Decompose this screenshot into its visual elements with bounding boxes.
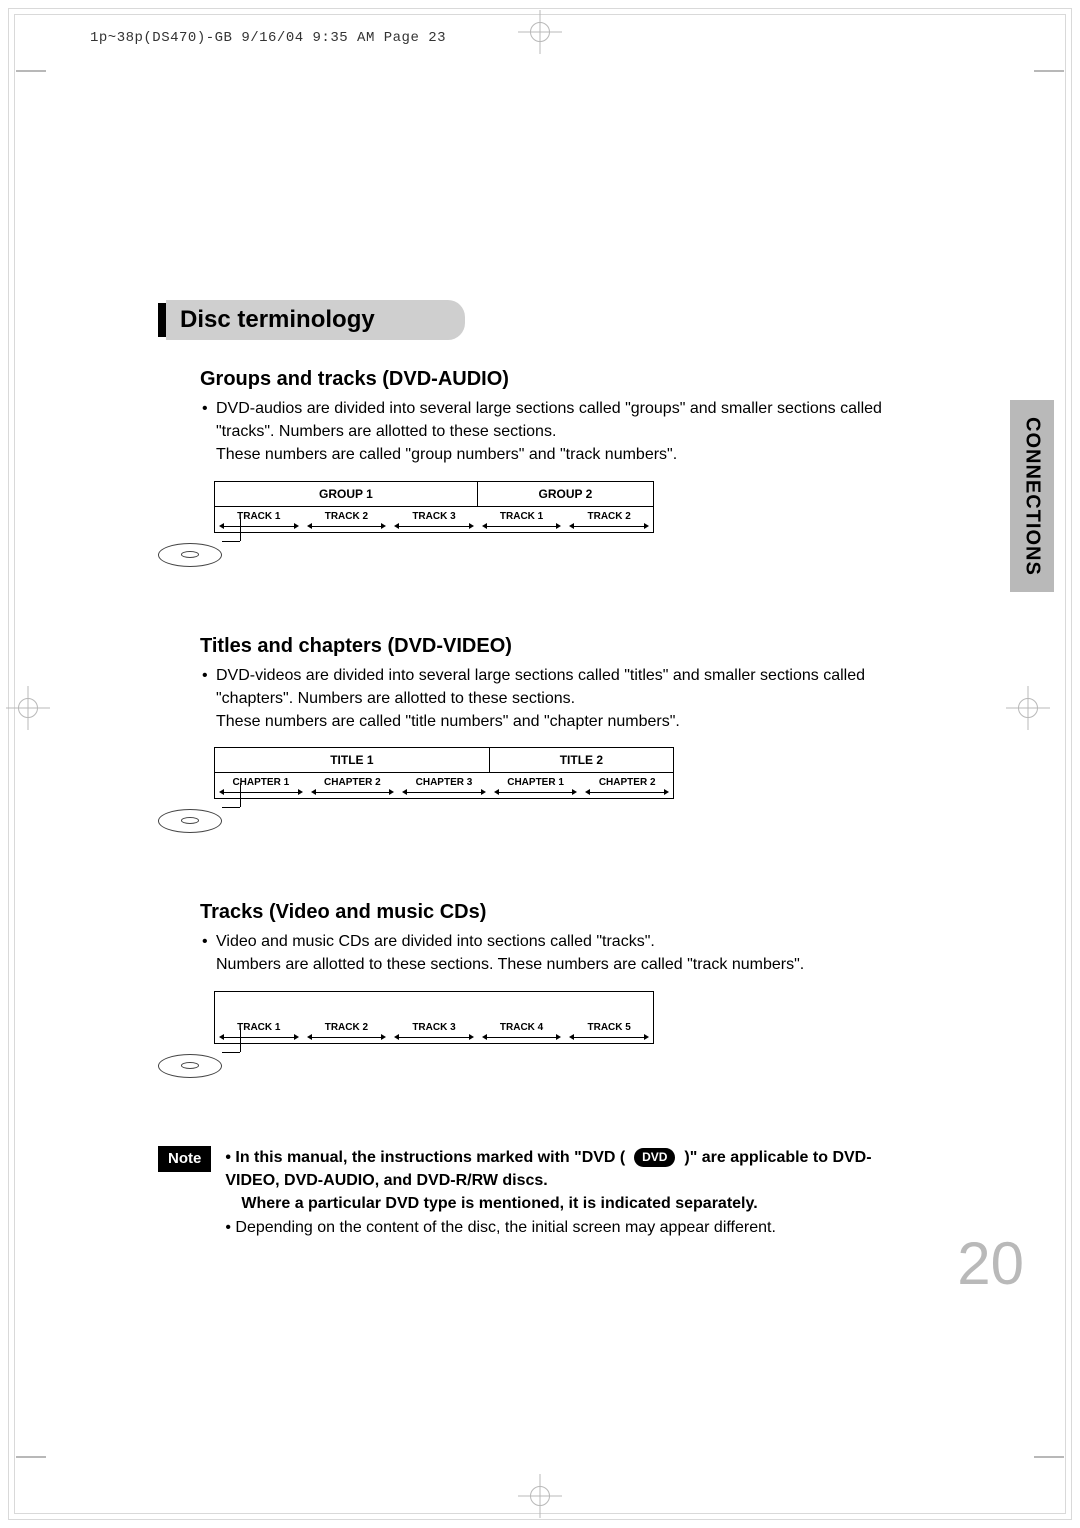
note-badge: Note xyxy=(158,1146,211,1172)
track-cell: TRACK 1 xyxy=(478,507,566,532)
note-text: In this manual, the instructions marked … xyxy=(235,1149,625,1166)
section-heading: Tracks (Video and music CDs) xyxy=(200,901,898,924)
section-heading: Groups and tracks (DVD-AUDIO) xyxy=(200,368,898,391)
registration-mark xyxy=(528,20,552,44)
crop-mark xyxy=(1034,70,1064,72)
disc-icon xyxy=(158,1052,222,1080)
track-cell: CHAPTER 2 xyxy=(307,773,399,798)
note-block: Note • In this manual, the instructions … xyxy=(158,1146,898,1238)
section: Titles and chapters (DVD-VIDEO) •DVD-vide… xyxy=(200,635,898,842)
disc-icon xyxy=(158,541,222,569)
diagram-table: GROUP 1GROUP 2TRACK 1TRACK 2TRACK 3TRACK… xyxy=(214,481,654,533)
disc-icon xyxy=(158,807,222,835)
registration-mark xyxy=(16,696,40,720)
registration-mark xyxy=(1016,696,1040,720)
section-body: •DVD-audios are divided into several lar… xyxy=(202,397,898,467)
section-tab-label: CONNECTIONS xyxy=(1021,417,1044,576)
section-body: •Video and music CDs are divided into se… xyxy=(202,930,898,976)
track-cell: CHAPTER 3 xyxy=(398,773,490,798)
dvd-pill: DVD xyxy=(634,1148,675,1167)
note-line: Where a particular DVD type is mentioned… xyxy=(241,1192,898,1215)
track-cell: TRACK 1 xyxy=(215,1018,303,1043)
group-header: GROUP 2 xyxy=(478,482,653,506)
section: Tracks (Video and music CDs) •Video and m… xyxy=(200,901,898,1085)
section-body: •DVD-videos are divided into several lar… xyxy=(202,664,898,734)
diagram: TRACK 1TRACK 2TRACK 3TRACK 4TRACK 5 xyxy=(170,991,898,1086)
print-header: 1p~38p(DS470)-GB 9/16/04 9:35 AM Page 23 xyxy=(90,30,446,46)
diagram-table: TITLE 1TITLE 2CHAPTER 1CHAPTER 2CHAPTER … xyxy=(214,747,674,799)
track-cell: CHAPTER 1 xyxy=(215,773,307,798)
diagram: GROUP 1GROUP 2TRACK 1TRACK 2TRACK 3TRACK… xyxy=(170,481,898,575)
section: Groups and tracks (DVD-AUDIO) •DVD-audios… xyxy=(200,368,898,575)
note-text: Depending on the content of the disc, th… xyxy=(235,1219,776,1236)
page-title: Disc terminology xyxy=(166,300,465,340)
note-line: • In this manual, the instructions marke… xyxy=(225,1146,898,1192)
crop-mark xyxy=(16,70,46,72)
diagram: TITLE 1TITLE 2CHAPTER 1CHAPTER 2CHAPTER … xyxy=(170,747,898,841)
track-cell: CHAPTER 2 xyxy=(581,773,673,798)
track-cell: TRACK 4 xyxy=(478,1018,566,1043)
section-heading: Titles and chapters (DVD-VIDEO) xyxy=(200,635,898,658)
track-cell: TRACK 3 xyxy=(390,1018,478,1043)
note-body: • In this manual, the instructions marke… xyxy=(225,1146,898,1238)
group-header: GROUP 1 xyxy=(215,482,478,506)
page: 1p~38p(DS470)-GB 9/16/04 9:35 AM Page 23… xyxy=(0,0,1080,1528)
track-cell: TRACK 5 xyxy=(565,1018,653,1043)
group-header: TITLE 1 xyxy=(215,748,490,772)
page-title-bar: Disc terminology xyxy=(158,300,898,340)
crop-mark xyxy=(1034,1456,1064,1458)
track-cell: TRACK 2 xyxy=(303,1018,391,1043)
track-cell: CHAPTER 1 xyxy=(490,773,582,798)
track-cell: TRACK 2 xyxy=(565,507,653,532)
content-area: Disc terminology Groups and tracks (DVD-… xyxy=(158,300,898,1237)
track-cell: TRACK 2 xyxy=(303,507,391,532)
crop-mark xyxy=(16,1456,46,1458)
note-line: • Depending on the content of the disc, … xyxy=(225,1219,898,1237)
registration-mark xyxy=(528,1484,552,1508)
page-number: 20 xyxy=(957,1229,1024,1298)
diagram-table: TRACK 1TRACK 2TRACK 3TRACK 4TRACK 5 xyxy=(214,991,654,1044)
section-tab: CONNECTIONS xyxy=(1010,400,1054,592)
track-cell: TRACK 1 xyxy=(215,507,303,532)
track-cell: TRACK 3 xyxy=(390,507,478,532)
title-stub xyxy=(158,303,166,337)
group-header: TITLE 2 xyxy=(490,748,673,772)
